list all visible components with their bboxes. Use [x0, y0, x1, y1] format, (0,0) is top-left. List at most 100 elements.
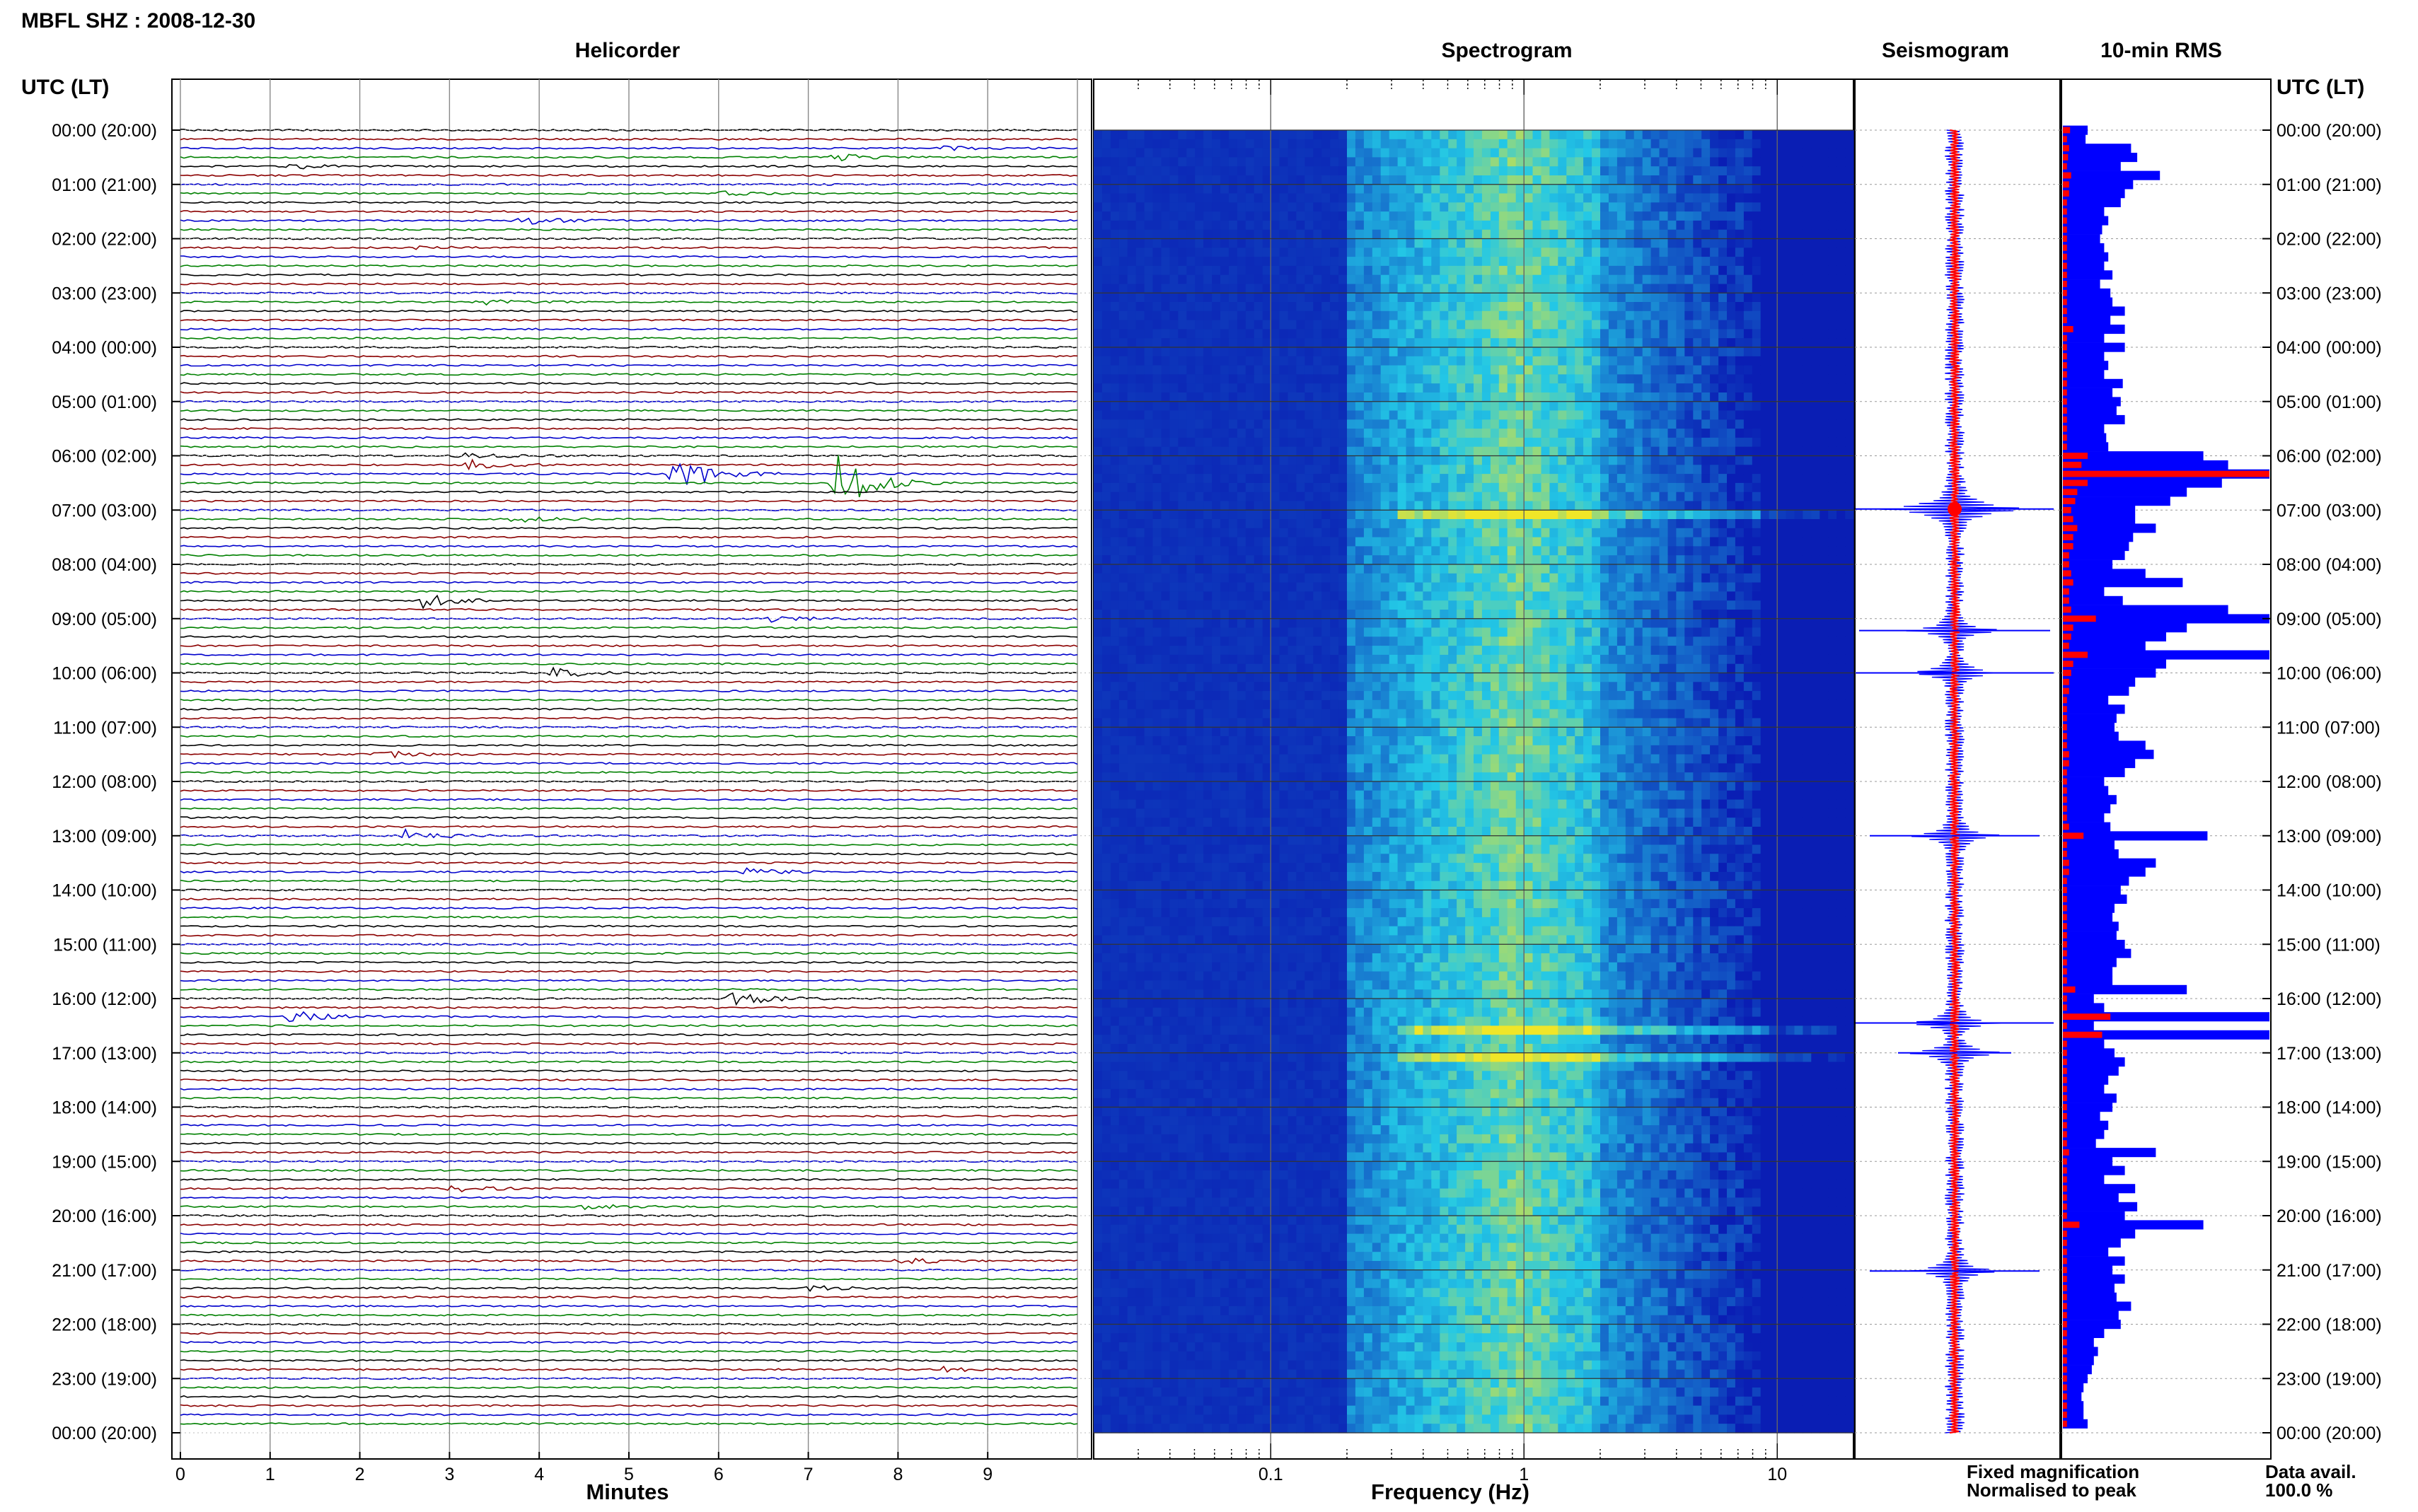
- spectrogram-cell: [1625, 184, 1635, 194]
- spectrogram-cell: [1094, 482, 1103, 493]
- spectrogram-cell: [1338, 600, 1348, 610]
- spectrogram-cell: [1186, 229, 1196, 240]
- spectrogram-cell: [1363, 238, 1373, 248]
- spectrogram-cell: [1693, 320, 1702, 330]
- spectrogram-cell: [1566, 130, 1575, 140]
- spectrogram-cell: [1667, 238, 1677, 248]
- spectrogram-cell: [1642, 257, 1652, 267]
- spectrogram-cell: [1701, 139, 1711, 149]
- spectrogram-cell: [1313, 338, 1322, 348]
- spectrogram-cell: [1507, 492, 1517, 502]
- spectrogram-cell: [1338, 410, 1348, 420]
- spectrogram-cell: [1254, 465, 1263, 475]
- spectrogram-cell: [1600, 429, 1609, 438]
- spectrogram-cell: [1338, 157, 1348, 167]
- spectrogram-cell: [1710, 501, 1719, 511]
- spectrogram-cell: [1380, 148, 1390, 158]
- spectrogram-cell: [1186, 274, 1196, 285]
- spectrogram-cell: [1110, 265, 1120, 276]
- spectrogram-cell: [1186, 392, 1196, 402]
- spectrogram-cell: [1152, 274, 1162, 285]
- spectrogram-cell: [1448, 310, 1457, 321]
- spectrogram-cell: [1169, 519, 1179, 529]
- spectrogram-cell: [1313, 293, 1322, 303]
- spectrogram-cell: [1431, 248, 1440, 257]
- spectrogram-cell: [1212, 419, 1221, 429]
- spectrogram-cell: [1363, 555, 1373, 565]
- spectrogram-cell: [1186, 419, 1196, 429]
- spectrogram-cell: [1094, 573, 1103, 583]
- spectrogram-cell: [1727, 329, 1736, 339]
- spectrogram-cell: [1507, 429, 1517, 438]
- spectrogram-cell: [1414, 537, 1423, 547]
- spectrogram-cell: [1186, 157, 1196, 167]
- spectrogram-cell: [1566, 238, 1575, 248]
- spectrogram-cell: [1288, 564, 1297, 574]
- spectrogram-cell: [1769, 184, 1778, 194]
- helicorder-trace: [180, 979, 1078, 982]
- spectrogram-cell: [1650, 157, 1660, 167]
- spectrogram-cell: [1498, 392, 1508, 402]
- spectrogram-cell: [1423, 501, 1432, 511]
- spectrogram-cell: [1625, 482, 1635, 493]
- spectrogram-cell: [1735, 600, 1745, 610]
- spectrogram-cell: [1161, 519, 1170, 529]
- spectrogram-cell: [1296, 519, 1305, 529]
- spectrogram-cell: [1094, 347, 1103, 357]
- spectrogram-cell: [1625, 419, 1635, 429]
- spectrogram-cell: [1524, 284, 1534, 293]
- spectrogram-cell: [1549, 193, 1558, 203]
- spectrogram-cell: [1752, 365, 1762, 375]
- spectrogram-cell: [1481, 338, 1491, 348]
- spectrogram-cell: [1541, 374, 1550, 384]
- spectrogram-cell: [1650, 175, 1660, 185]
- spectrogram-cell: [1457, 555, 1466, 565]
- spectrogram-cell: [1760, 310, 1770, 321]
- spectrogram-cell: [1254, 374, 1263, 384]
- spectrogram-cell: [1650, 274, 1660, 285]
- spectrogram-cell: [1532, 329, 1541, 339]
- spectrogram-cell: [1195, 374, 1204, 384]
- spectrogram-cell: [1583, 573, 1592, 583]
- spectrogram-cell: [1262, 546, 1272, 556]
- spectrogram-cell: [1414, 202, 1423, 212]
- spectrogram-cell: [1288, 130, 1297, 140]
- spectrogram-cell: [1752, 465, 1762, 475]
- spectrogram-cell: [1245, 193, 1255, 203]
- spectrogram-cell: [1710, 555, 1719, 565]
- spectrogram-cell: [1616, 446, 1626, 457]
- spectrogram-cell: [1532, 482, 1541, 493]
- spectrogram-cell: [1608, 510, 1618, 520]
- spectrogram-cell: [1423, 293, 1432, 303]
- spectrogram-cell: [1305, 130, 1314, 140]
- spectrogram-cell: [1566, 564, 1575, 574]
- spectrogram-cell: [1245, 157, 1255, 167]
- spectrogram-cell: [1431, 492, 1440, 502]
- spectrogram-cell: [1659, 365, 1668, 375]
- spectrogram-cell: [1457, 220, 1466, 231]
- spectrogram-cell: [1245, 329, 1255, 339]
- spectrogram-cell: [1803, 166, 1812, 176]
- spectrogram-cell: [1727, 220, 1736, 231]
- spectrogram-cell: [1397, 474, 1407, 484]
- spectrogram-cell: [1431, 482, 1440, 493]
- spectrogram-cell: [1313, 528, 1322, 538]
- spectrogram-cell: [1481, 257, 1491, 267]
- spectrogram-cell: [1440, 374, 1449, 384]
- spectrogram-cell: [1727, 374, 1736, 384]
- spectrogram-cell: [1372, 474, 1382, 484]
- spectrogram-cell: [1583, 320, 1592, 330]
- spectrogram-cell: [1279, 265, 1288, 276]
- spectrogram-cell: [1650, 474, 1660, 484]
- spectrogram-cell: [1431, 392, 1440, 402]
- spectrogram-cell: [1262, 356, 1272, 366]
- spectrogram-cell: [1228, 610, 1238, 620]
- spectrogram-cell: [1836, 329, 1846, 339]
- spectrogram-cell: [1110, 474, 1120, 484]
- spectrogram-cell: [1118, 310, 1128, 321]
- spectrogram-cell: [1633, 446, 1643, 457]
- spectrogram-cell: [1372, 211, 1382, 221]
- spectrogram-cell: [1169, 320, 1179, 330]
- spectrogram-cell: [1262, 482, 1272, 493]
- spectrogram-cell: [1592, 510, 1601, 520]
